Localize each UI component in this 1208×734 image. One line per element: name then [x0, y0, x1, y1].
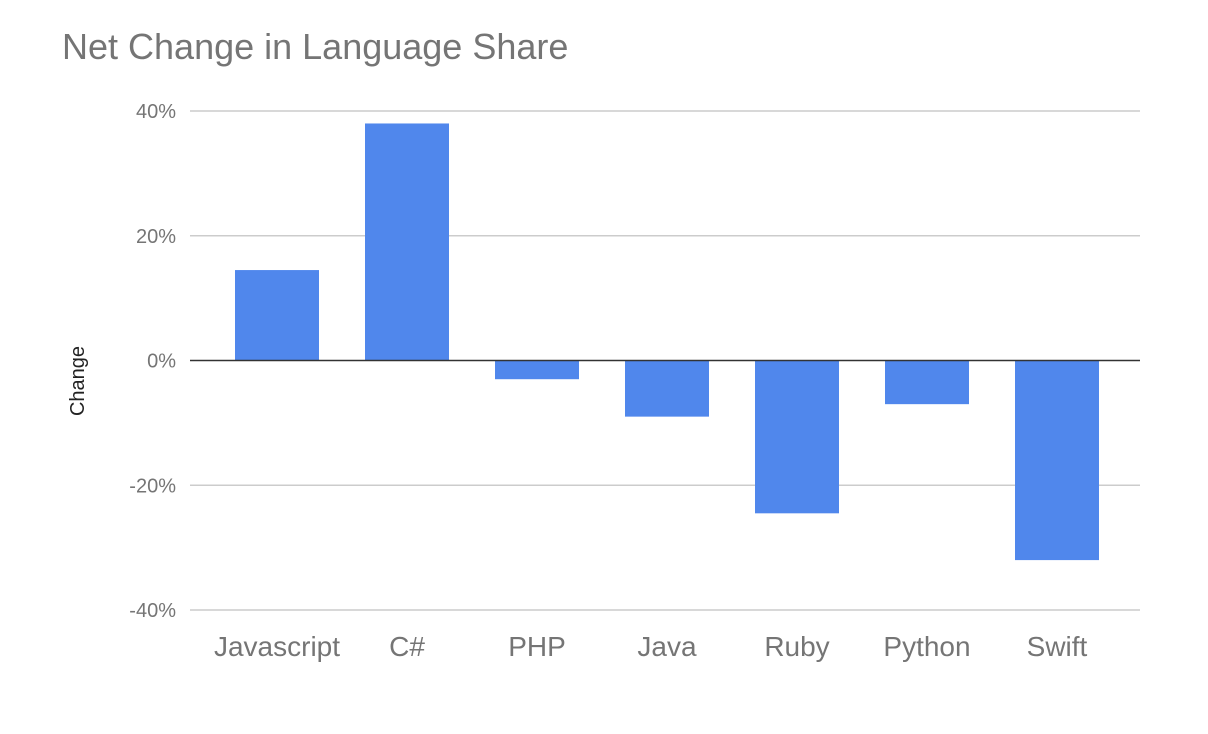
- bars: [235, 123, 1099, 561]
- bar-c-: [365, 123, 449, 361]
- y-axis-label: Change: [67, 346, 89, 416]
- bar-php: [495, 360, 579, 380]
- labels: 40% 20% 0% -20% -40% Javascript C# PHP Java Ruby P…: [67, 101, 1088, 662]
- x-tick-label: C#: [389, 631, 425, 662]
- y-tick-label: 20%: [136, 226, 176, 248]
- x-tick-label: Javascript: [214, 631, 340, 662]
- y-tick-label: 40%: [136, 101, 176, 123]
- x-tick-label: Swift: [1027, 631, 1088, 662]
- bar-ruby: [755, 360, 839, 514]
- y-tick-label: 0%: [147, 351, 176, 373]
- y-tick-label: -40%: [129, 600, 176, 622]
- bar-python: [885, 360, 969, 405]
- chart-title: Net Change in Language Share: [62, 26, 569, 67]
- x-tick-label: Ruby: [764, 631, 829, 662]
- x-tick-label: Java: [637, 631, 697, 662]
- x-tick-label: PHP: [508, 631, 566, 662]
- y-tick-label: -20%: [129, 475, 176, 497]
- bar-swift: [1015, 360, 1099, 561]
- bar-java: [625, 360, 709, 417]
- gridlines: [190, 110, 1140, 611]
- bar-javascript: [235, 270, 319, 361]
- x-tick-label: Python: [883, 631, 970, 662]
